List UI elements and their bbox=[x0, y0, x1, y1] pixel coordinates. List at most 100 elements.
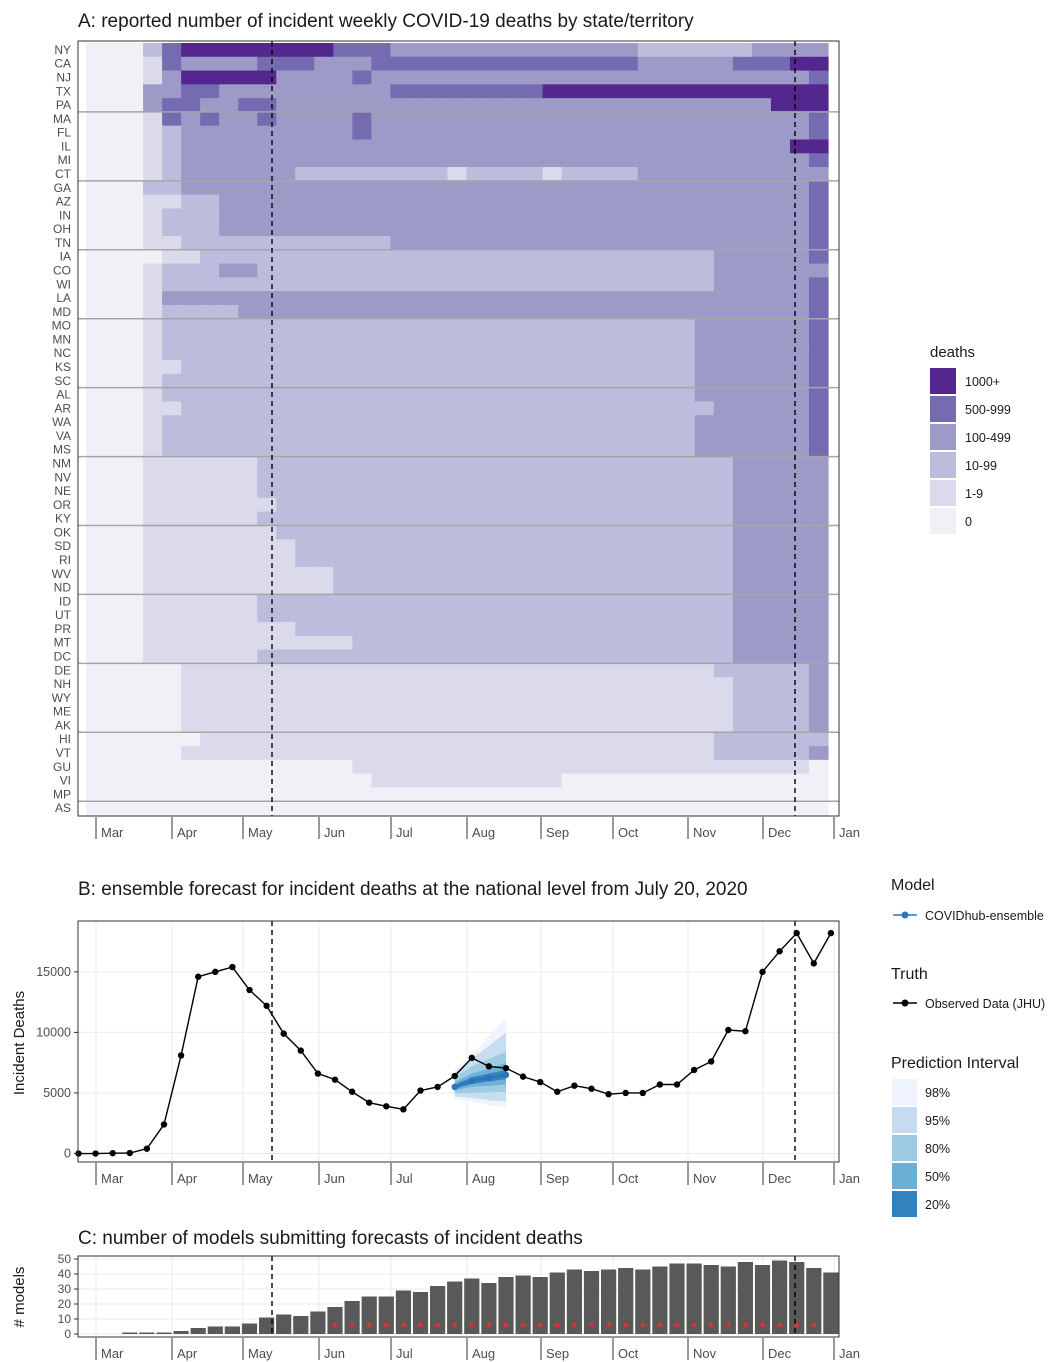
heatmap-cell bbox=[143, 277, 163, 292]
heatmap-cell bbox=[751, 139, 772, 154]
heatmap-cell bbox=[409, 690, 430, 706]
heatmap-cell bbox=[713, 497, 734, 513]
heatmap-cell bbox=[314, 718, 334, 733]
heatmap-cell bbox=[295, 84, 315, 99]
heatmap-cell bbox=[295, 346, 315, 361]
heatmap-cell bbox=[694, 318, 715, 334]
heatmap-cell bbox=[257, 511, 277, 527]
heatmap-cell bbox=[542, 553, 563, 568]
heatmap-cell bbox=[485, 718, 506, 733]
heatmap-cell bbox=[428, 442, 449, 458]
heatmap-cell bbox=[789, 718, 810, 733]
heatmap-cell bbox=[504, 70, 525, 85]
heatmap-cell bbox=[314, 677, 334, 692]
heatmap-cell bbox=[219, 456, 239, 471]
heatmap-cell bbox=[314, 732, 334, 747]
heatmap-cell bbox=[86, 318, 106, 334]
heatmap-cell bbox=[789, 43, 810, 58]
heatmap-cell bbox=[333, 139, 353, 154]
heatmap-cell bbox=[181, 580, 201, 596]
heatmap-cell bbox=[390, 277, 411, 292]
heatmap-cell bbox=[295, 663, 315, 678]
heatmap-cell bbox=[637, 746, 658, 761]
heatmap-cell bbox=[770, 387, 791, 403]
heatmap-cell bbox=[238, 470, 258, 485]
heatmap-cell bbox=[238, 442, 258, 458]
heatmap-cell bbox=[371, 167, 392, 182]
heatmap-cell bbox=[599, 304, 620, 320]
heatmap-cell bbox=[523, 167, 544, 182]
heatmap-cell bbox=[124, 387, 144, 403]
heatmap-cell bbox=[542, 304, 563, 320]
heatmap-cell bbox=[409, 263, 430, 278]
heatmap-cell bbox=[713, 732, 734, 747]
panel-c-y-label: # models bbox=[11, 1267, 28, 1328]
heatmap-cell bbox=[770, 43, 791, 58]
heatmap-cell bbox=[618, 194, 639, 210]
heatmap-cell bbox=[542, 566, 563, 582]
heatmap-cell bbox=[637, 580, 658, 596]
heatmap-cell bbox=[808, 773, 829, 789]
heatmap-cell bbox=[257, 236, 277, 251]
heatmap-cell bbox=[143, 125, 163, 141]
heatmap-cell bbox=[219, 373, 239, 389]
heatmap-cell bbox=[789, 236, 810, 251]
heatmap-cell bbox=[352, 249, 372, 265]
heatmap-cell bbox=[447, 759, 468, 775]
heatmap-cell bbox=[276, 470, 296, 485]
heatmap-cell bbox=[428, 649, 449, 664]
legend-deaths-swatch bbox=[930, 396, 956, 422]
state-label: GU bbox=[53, 760, 71, 774]
heatmap-cell bbox=[124, 649, 144, 664]
heatmap-cell bbox=[409, 622, 430, 637]
heatmap-cell bbox=[599, 194, 620, 210]
heatmap-cell bbox=[675, 70, 696, 85]
heatmap-cell bbox=[409, 787, 430, 802]
heatmap-cell bbox=[675, 429, 696, 444]
heatmap-cell bbox=[333, 622, 353, 637]
heatmap-cell bbox=[561, 690, 582, 706]
heatmap-cell bbox=[580, 635, 601, 651]
heatmap-reference-lines bbox=[271, 41, 796, 816]
heatmap-cell bbox=[409, 511, 430, 527]
heatmap-cell bbox=[295, 801, 315, 816]
heatmap-cell bbox=[523, 373, 544, 389]
heatmap-cell bbox=[105, 249, 125, 265]
heatmap-cell bbox=[732, 525, 753, 540]
heatmap-cell bbox=[143, 208, 163, 223]
heatmap-cell bbox=[580, 360, 601, 375]
heatmap-cell bbox=[523, 456, 544, 471]
heatmap-cell bbox=[637, 608, 658, 623]
heatmap-cell bbox=[428, 539, 449, 554]
heatmap-cell bbox=[238, 167, 258, 182]
heatmap-cell bbox=[105, 525, 125, 540]
heatmap-cell bbox=[618, 718, 639, 733]
heatmap-cell bbox=[580, 539, 601, 554]
heatmap-cell bbox=[181, 263, 201, 278]
heatmap-cell bbox=[542, 594, 563, 609]
heatmap-cell bbox=[257, 222, 277, 237]
heatmap-cell bbox=[504, 566, 525, 582]
heatmap-cell bbox=[713, 111, 734, 127]
heatmap-cell bbox=[162, 84, 182, 99]
heatmap-cell bbox=[770, 732, 791, 747]
heatmap-cell bbox=[143, 801, 163, 816]
heatmap-cell bbox=[618, 98, 639, 113]
heatmap-cell bbox=[504, 304, 525, 320]
heatmap-cell bbox=[352, 704, 372, 720]
heatmap-cell bbox=[732, 732, 753, 747]
heatmap-cell bbox=[409, 663, 430, 678]
heatmap-cell bbox=[732, 415, 753, 430]
heatmap-cell bbox=[561, 622, 582, 637]
heatmap-cell bbox=[732, 773, 753, 789]
heatmap-cell bbox=[162, 456, 182, 471]
heatmap-cell bbox=[675, 553, 696, 568]
heatmap-cell bbox=[713, 649, 734, 664]
heatmap-cell bbox=[105, 649, 125, 664]
truth-point bbox=[229, 963, 236, 971]
heatmap-cell bbox=[181, 690, 201, 706]
heatmap-cell bbox=[428, 732, 449, 747]
heatmap-cell bbox=[637, 208, 658, 223]
heatmap-cell bbox=[238, 773, 258, 789]
heatmap-cell bbox=[200, 125, 220, 141]
